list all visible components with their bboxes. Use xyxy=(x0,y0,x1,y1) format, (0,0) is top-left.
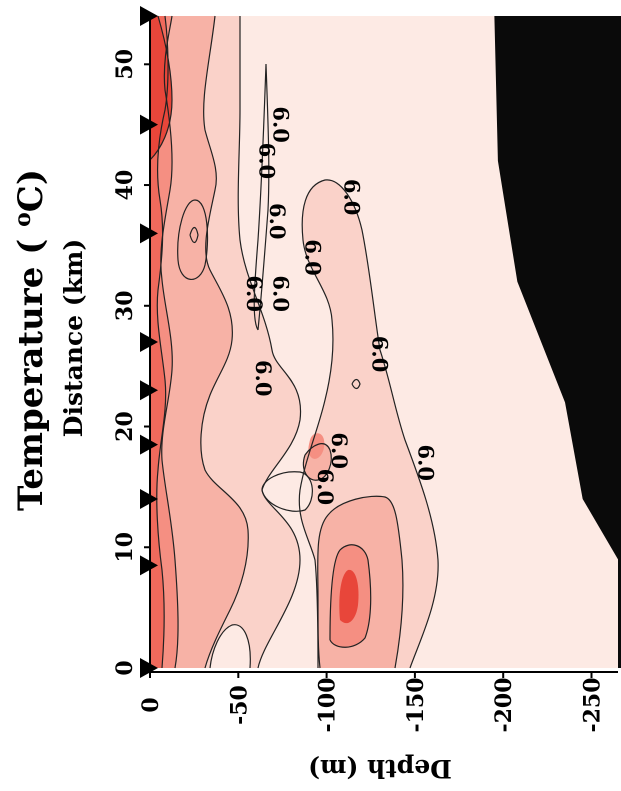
distance-tick-label: 50 xyxy=(112,49,138,80)
distance-tick-label: 0 xyxy=(112,660,138,675)
contour-label: 6.0 xyxy=(368,336,393,373)
station-marker xyxy=(140,434,158,455)
band-red-patch xyxy=(308,433,325,459)
chart-title: Temperature ( oC) xyxy=(10,169,51,511)
band-deepred-surface xyxy=(150,16,169,668)
contour-line xyxy=(329,544,372,648)
contour-line xyxy=(149,15,173,161)
axes-layer: 0 10 20 30 40 50 0 -50 -100 -150 -200 -250 xyxy=(112,6,618,733)
contour-line xyxy=(209,624,251,669)
contour-line xyxy=(189,226,199,244)
station-marker xyxy=(140,488,158,509)
distance-tick-label: 10 xyxy=(112,532,138,563)
depth-tick-label: -250 xyxy=(580,677,606,732)
contour-label: 6.0 xyxy=(251,360,276,397)
station-marker xyxy=(140,380,158,401)
contour-label: 6.0 xyxy=(254,143,279,180)
contour-label: 6.0 xyxy=(269,106,294,143)
depth-tick-label: -100 xyxy=(315,677,341,732)
seafloor-mask xyxy=(494,16,621,668)
station-marker xyxy=(140,223,158,244)
distance-tick-label: 40 xyxy=(112,170,138,201)
distance-tick-label: 20 xyxy=(112,411,138,442)
band-pale-pocket xyxy=(210,624,251,668)
contour-line xyxy=(351,378,361,390)
contour-label: 6.0 xyxy=(269,275,294,312)
depth-tick-label: -150 xyxy=(403,677,429,732)
contour-label: 6.0 xyxy=(242,275,267,312)
contour-label: 6.0 xyxy=(413,444,438,481)
depth-axis-title: Depth (m) xyxy=(308,754,452,783)
band-salmon-upper xyxy=(150,16,249,668)
contour-line xyxy=(160,15,179,669)
contour-label: 6.0 xyxy=(265,203,290,240)
contour-line xyxy=(298,179,439,669)
band-deepest-red-core xyxy=(339,569,359,624)
station-marker xyxy=(140,658,158,678)
contour-label-layer: 6.06.06.06.0 6.06.06.06.06.06.06.06.0 xyxy=(242,106,438,505)
station-marker xyxy=(140,332,158,352)
contour-label: 6.0 xyxy=(313,469,338,506)
contour-line xyxy=(200,15,249,669)
contour-label: 6.0 xyxy=(327,432,352,469)
contour-line xyxy=(317,495,404,669)
depth-tick-label: 0 xyxy=(138,697,164,712)
band-pale-pocket-2 xyxy=(177,200,208,280)
contour-line xyxy=(156,15,169,669)
contour-line xyxy=(253,63,270,331)
title-layer: Temperature ( oC) Distance (km) Depth (m) xyxy=(10,169,452,783)
depth-tick-label: -50 xyxy=(226,685,252,725)
distance-tick-label: 30 xyxy=(112,290,138,321)
contour-line xyxy=(261,471,313,512)
station-marker xyxy=(140,555,158,576)
contour-label: 6.0 xyxy=(339,179,364,216)
contour-line xyxy=(237,16,302,669)
contour-label: 6.0 xyxy=(300,239,325,276)
contour-line xyxy=(302,443,332,481)
contour-line xyxy=(177,199,209,280)
station-marker xyxy=(140,114,158,135)
depth-tick-label: -200 xyxy=(491,677,517,732)
contour-line-layer xyxy=(149,15,439,669)
station-marker xyxy=(140,6,158,26)
distance-axis-title: Distance (km) xyxy=(59,239,88,437)
